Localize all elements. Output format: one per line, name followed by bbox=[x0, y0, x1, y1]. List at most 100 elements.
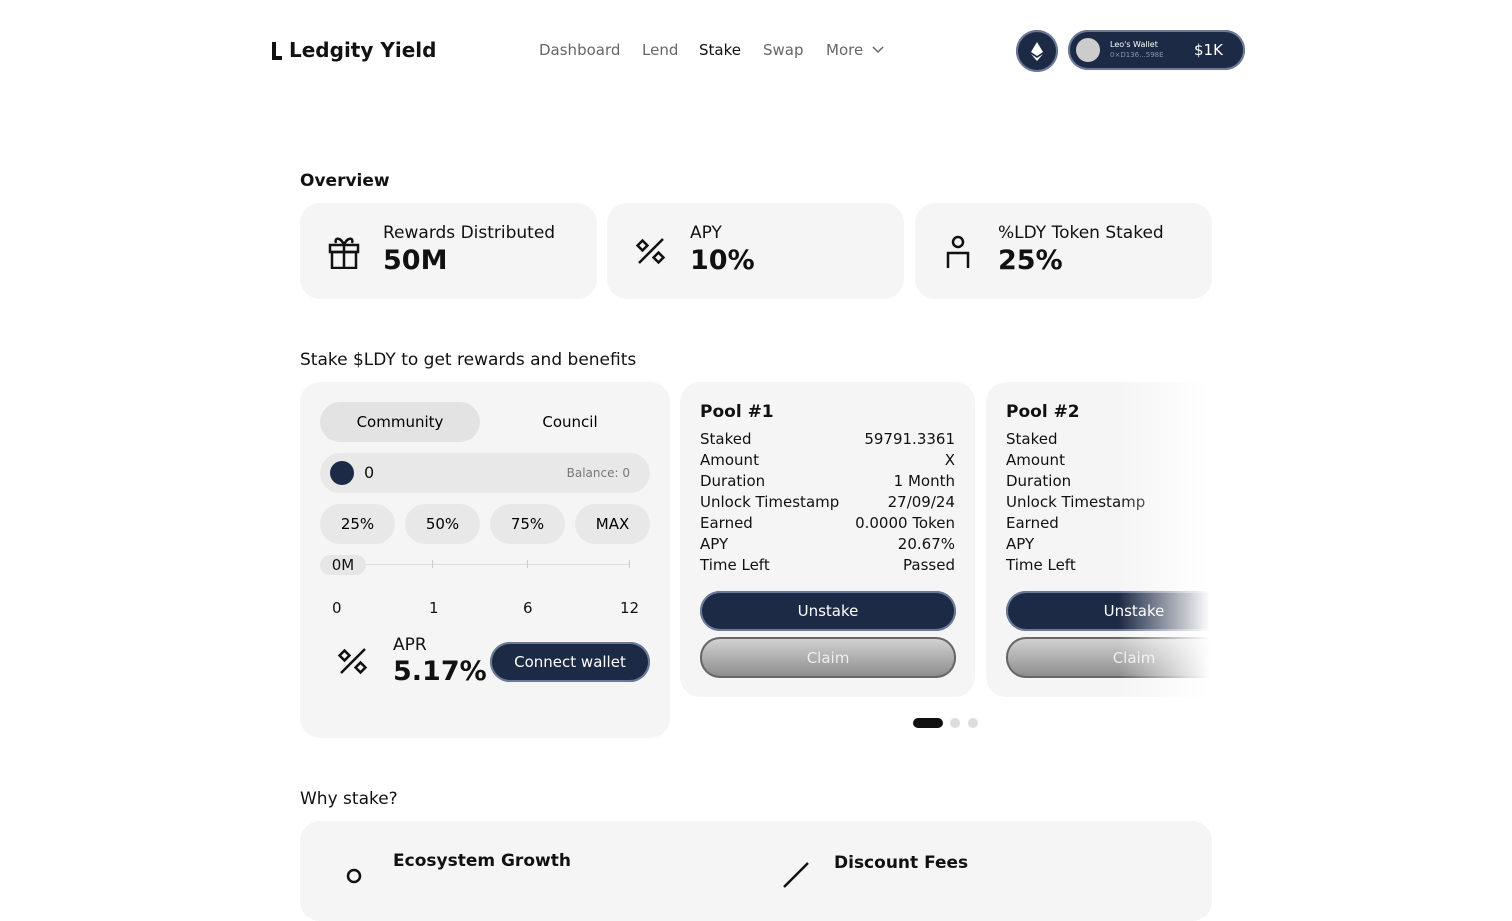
nav-link[interactable]: Dashboard bbox=[539, 41, 621, 59]
stat-label: %LDY Token Staked bbox=[998, 223, 1164, 243]
stat-label: APY bbox=[690, 223, 722, 243]
percent-button[interactable]: 75% bbox=[490, 504, 565, 544]
logo-icon bbox=[272, 42, 282, 60]
row-label: Time Left bbox=[1006, 556, 1076, 574]
tab[interactable]: Community bbox=[320, 402, 480, 442]
pool-row: Time Left bbox=[1006, 555, 1261, 576]
row-label: Staked bbox=[700, 430, 752, 448]
unstake-button[interactable]: Unstake bbox=[700, 591, 956, 631]
stat-card: %LDY Token Staked 25% bbox=[915, 203, 1212, 299]
slider-mark: 0 bbox=[332, 599, 342, 617]
row-value: X bbox=[944, 451, 955, 469]
wallet-name: Leo's Wallet bbox=[1110, 40, 1158, 49]
row-value: 0.0000 Token bbox=[855, 514, 955, 532]
tab[interactable]: Council bbox=[490, 402, 650, 442]
eth-icon bbox=[1031, 42, 1043, 61]
pool-row: Unlock Timestamp 27/09/24 bbox=[700, 492, 955, 513]
stat-card: Rewards Distributed 50M bbox=[300, 203, 597, 299]
stat-value: 25% bbox=[998, 245, 1063, 276]
stat-value: 50M bbox=[383, 245, 448, 276]
carousel-dot[interactable] bbox=[913, 718, 943, 728]
claim-button[interactable]: Claim bbox=[1006, 637, 1262, 678]
gift-icon bbox=[328, 237, 360, 269]
section-title: Why stake? bbox=[300, 789, 398, 809]
section-title: Overview bbox=[300, 171, 390, 191]
slider-mark: 12 bbox=[620, 599, 640, 617]
row-value: Passed bbox=[903, 556, 955, 574]
pool-row: Staked bbox=[1006, 429, 1261, 450]
pool-card: Pool #2 Staked Amount Duration Unlock Times… bbox=[986, 382, 1281, 697]
logo[interactable]: Ledgity Yield bbox=[289, 38, 437, 62]
row-label: Unlock Timestamp bbox=[700, 493, 840, 511]
slider-tick bbox=[527, 560, 528, 568]
slider-track[interactable] bbox=[320, 564, 630, 565]
wallet-button[interactable]: Leo's Wallet 0×D136...598E $1K bbox=[1068, 30, 1245, 70]
pool-row: APY 20.67% bbox=[700, 534, 955, 555]
slider-tick bbox=[432, 560, 433, 568]
carousel-dot[interactable] bbox=[968, 718, 978, 728]
pool-row: Amount bbox=[1006, 450, 1261, 471]
section-title: Stake $LDY to get rewards and benefits bbox=[300, 350, 637, 370]
slider-badge[interactable]: 0M bbox=[320, 555, 366, 575]
percent-icon bbox=[635, 238, 666, 265]
row-label: Staked bbox=[1006, 430, 1058, 448]
percent-icon bbox=[783, 862, 809, 888]
row-label: Unlock Timestamp bbox=[1006, 493, 1146, 511]
row-value: 1 Month bbox=[893, 472, 955, 490]
pool-row: Duration bbox=[1006, 471, 1261, 492]
stat-card: APY 10% bbox=[607, 203, 904, 299]
slider-tick bbox=[629, 560, 630, 568]
row-label: Earned bbox=[1006, 514, 1059, 532]
chevron bbox=[872, 46, 884, 54]
unstake-button[interactable]: Unstake bbox=[1006, 591, 1262, 631]
nav-link[interactable]: Lend bbox=[642, 41, 679, 59]
user-icon bbox=[346, 868, 362, 884]
pool-rows: Staked 59791.3361 Amount X Duration 1 Month Un… bbox=[700, 429, 955, 576]
percent-icon bbox=[337, 648, 368, 675]
body: Ledgity Yield Dashboard Lend Stake Swap … bbox=[272, 30, 1281, 888]
percent-button[interactable]: 50% bbox=[405, 504, 480, 544]
row-value: 59791.3361 bbox=[864, 430, 955, 448]
pool-row: Unlock Timestamp bbox=[1006, 492, 1261, 513]
balance: Balance: 0 bbox=[566, 466, 630, 480]
pool-title: Pool #2 bbox=[1006, 402, 1080, 422]
apr-value: 5.17% bbox=[393, 656, 487, 687]
nav-link[interactable]: More bbox=[826, 41, 864, 59]
pool-row: Staked 59791.3361 bbox=[700, 429, 955, 450]
user-icon bbox=[946, 235, 970, 268]
nav-link[interactable]: Swap bbox=[763, 41, 804, 59]
slider-mark: 6 bbox=[523, 599, 533, 617]
percent-button[interactable]: 25% bbox=[320, 504, 395, 544]
pool-title: Pool #1 bbox=[700, 402, 774, 422]
wallet-balance: $1K bbox=[1194, 41, 1223, 59]
row-label: Duration bbox=[1006, 472, 1072, 490]
network-button[interactable] bbox=[1016, 30, 1058, 72]
page: {"header":{"logo":"Ledgity Yield","nav":… bbox=[272, 30, 1281, 888]
connect-button[interactable]: Connect wallet bbox=[490, 642, 650, 682]
why-panel: Ecosystem Growth Discount Fees bbox=[300, 821, 1212, 921]
pool-row: APY bbox=[1006, 534, 1261, 555]
row-value: 20.67% bbox=[897, 535, 955, 553]
apr-label: APR bbox=[393, 635, 427, 655]
pool-row: Duration 1 Month bbox=[700, 471, 955, 492]
pool-card: Pool #1 Staked 59791.3361 Amount X Duration 1… bbox=[680, 382, 975, 697]
row-label: Amount bbox=[700, 451, 759, 469]
row-label: APY bbox=[1006, 535, 1035, 553]
percent-button[interactable]: MAX bbox=[575, 504, 650, 544]
benefit-title: Discount Fees bbox=[834, 853, 969, 873]
pool-row: Earned bbox=[1006, 513, 1261, 534]
wallet-address: 0×D136...598E bbox=[1110, 51, 1164, 59]
benefit-title: Ecosystem Growth bbox=[393, 851, 571, 871]
slider-mark: 1 bbox=[429, 599, 439, 617]
token-icon bbox=[330, 461, 354, 485]
pool-row: Earned 0.0000 Token bbox=[700, 513, 955, 534]
claim-button[interactable]: Claim bbox=[700, 637, 956, 678]
row-label: Duration bbox=[700, 472, 766, 490]
pool-row: Amount X bbox=[700, 450, 955, 471]
row-label: Amount bbox=[1006, 451, 1065, 469]
pool-rows: Staked Amount Duration Unlock Timestamp Earn… bbox=[1006, 429, 1261, 576]
nav-link[interactable]: Stake bbox=[699, 41, 741, 59]
amount-input[interactable]: 0 Balance: 0 bbox=[320, 453, 650, 493]
carousel-dot[interactable] bbox=[950, 718, 960, 728]
amount: 0 bbox=[364, 463, 375, 482]
